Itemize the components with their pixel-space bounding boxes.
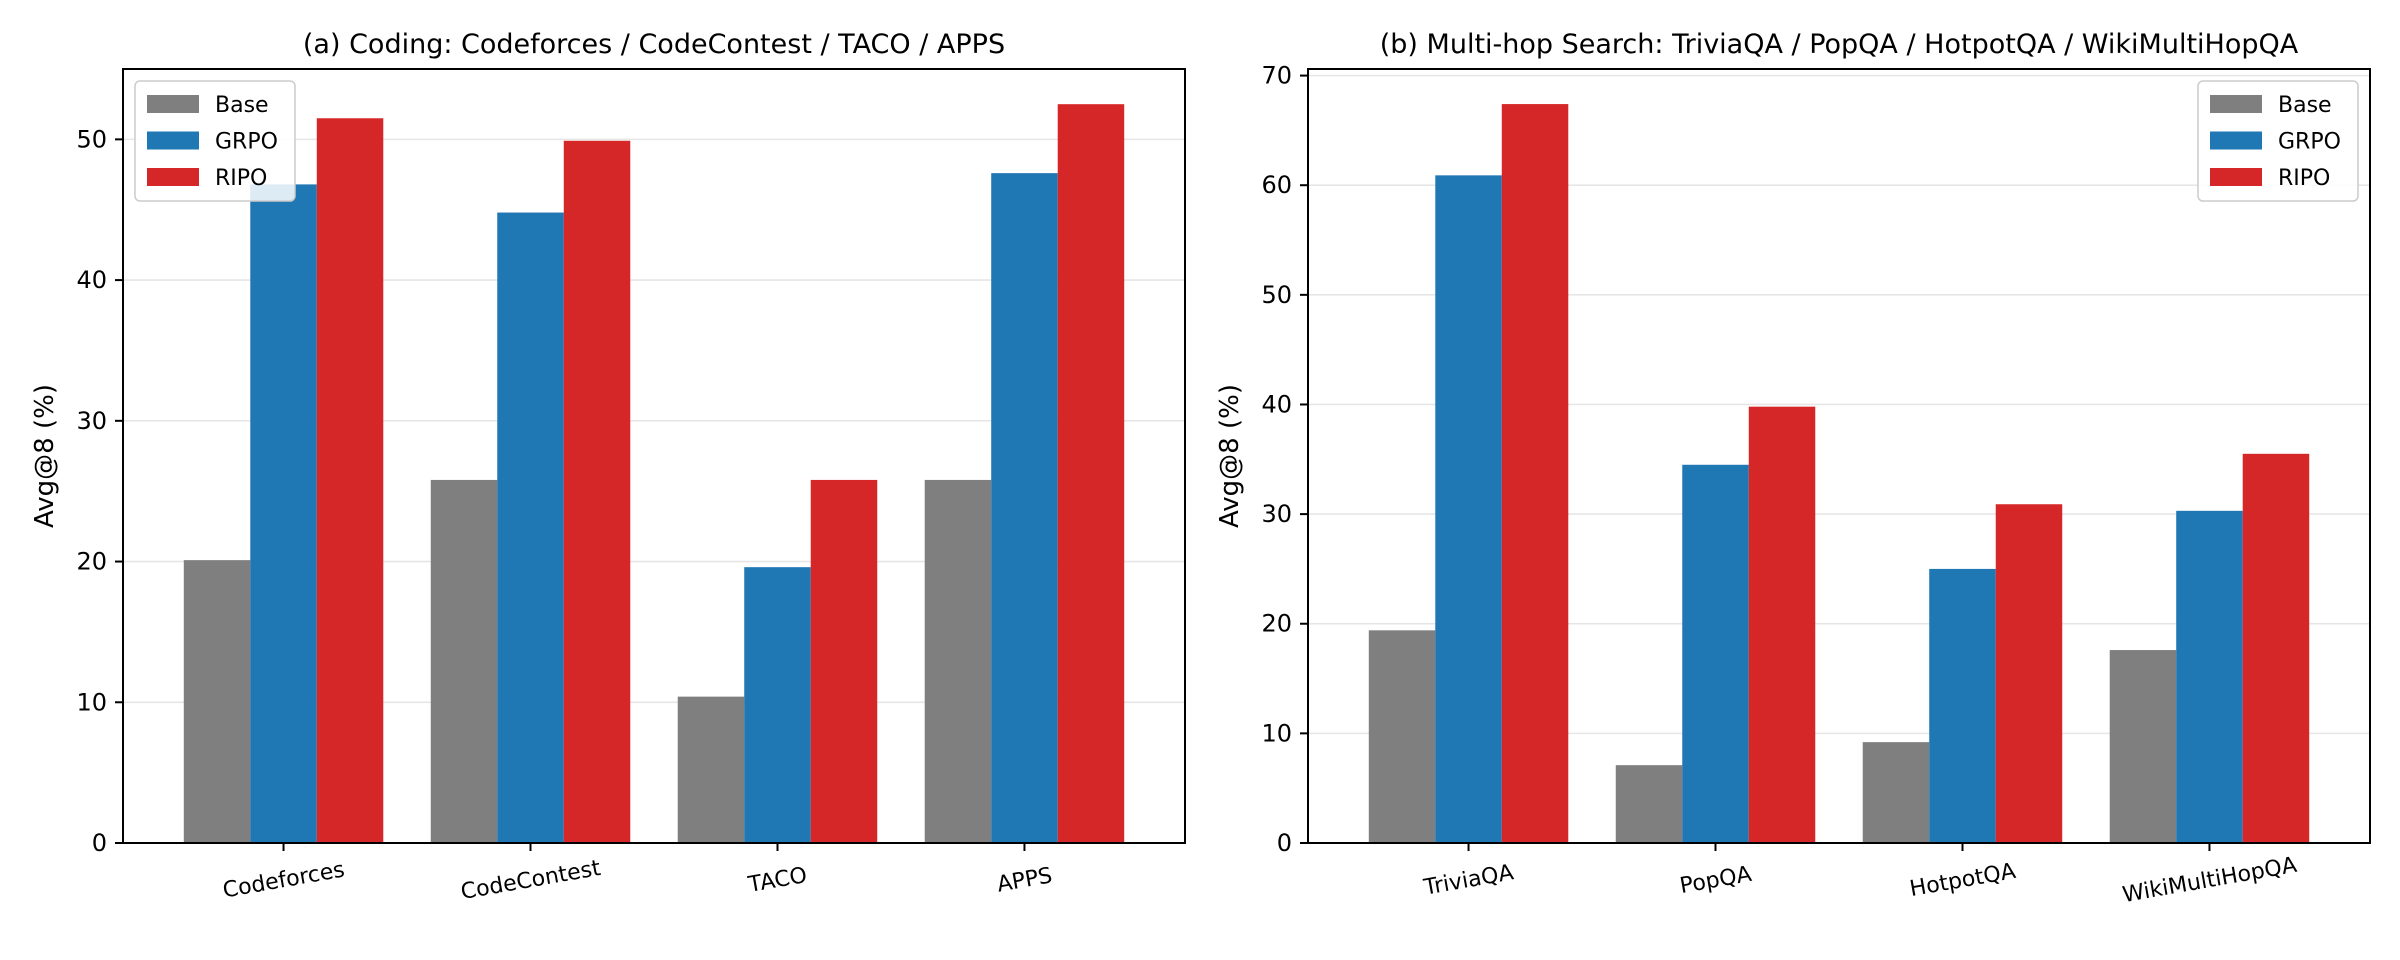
y-tick-label: 0 bbox=[1277, 829, 1292, 857]
bar-ripo-codecontest bbox=[563, 140, 631, 844]
y-tick-label: 60 bbox=[1261, 171, 1292, 199]
bar-grpo-taco bbox=[744, 567, 811, 843]
legend-label-base: Base bbox=[2278, 93, 2332, 118]
y-axis-label: Avg@8 (%) bbox=[30, 384, 60, 528]
bar-base-hotpotqa bbox=[1862, 742, 1930, 843]
bar-ripo-triviaqa bbox=[1501, 104, 1569, 843]
y-tick-label: 50 bbox=[1261, 281, 1292, 309]
x-tick-label-codeforces: Codeforces bbox=[221, 857, 347, 903]
x-tick-label-codecontest: CodeContest bbox=[459, 856, 603, 905]
legend-label-grpo: GRPO bbox=[2278, 130, 2341, 155]
y-axis-label: Avg@8 (%) bbox=[1215, 384, 1245, 528]
x-tick-label-popqa: PopQA bbox=[1678, 862, 1754, 899]
x-tick-label-hotpotqa: HotpotQA bbox=[1908, 859, 2018, 902]
x-tick-label-wikimultihopqa: WikiMultiHopQA bbox=[2121, 853, 2299, 908]
bar-grpo-triviaqa bbox=[1435, 175, 1502, 843]
y-tick-label: 30 bbox=[1261, 500, 1292, 528]
bar-base-apps bbox=[924, 479, 992, 843]
y-tick-label: 50 bbox=[76, 125, 107, 153]
legend-label-ripo: RIPO bbox=[215, 166, 267, 191]
y-tick-label: 20 bbox=[76, 548, 107, 576]
y-tick-label: 0 bbox=[92, 829, 107, 857]
chart-title: (a) Coding: Codeforces / CodeContest / T… bbox=[303, 29, 1005, 60]
legend: Base GRPO RIPO bbox=[2197, 80, 2359, 202]
legend-swatch-ripo bbox=[2210, 168, 2262, 186]
bar-base-taco bbox=[677, 696, 745, 843]
chart-panel-b: 0 10 20 30 40 50 60 70 TriviaQA PopQA HotpotQA Wiki… bbox=[1215, 29, 2371, 908]
bar-base-codeforces bbox=[183, 560, 251, 843]
chart-panel-a: 0 10 20 30 40 50 Codeforces CodeContest TACO APPS… bbox=[30, 29, 1186, 905]
y-tick-label: 70 bbox=[1261, 62, 1292, 90]
bar-base-wikimultihopqa bbox=[2109, 650, 2177, 843]
legend-swatch-base bbox=[2210, 95, 2262, 113]
bar-grpo-apps bbox=[991, 173, 1058, 843]
axes-frame bbox=[122, 68, 1186, 844]
axes-frame bbox=[1307, 68, 2371, 844]
x-tick-label-apps: APPS bbox=[995, 863, 1054, 897]
legend-swatch-grpo bbox=[147, 131, 199, 150]
bar-ripo-taco bbox=[810, 479, 878, 843]
legend-label-ripo: RIPO bbox=[2278, 166, 2330, 191]
y-tick-label: 30 bbox=[76, 407, 107, 435]
legend: Base GRPO RIPO bbox=[134, 80, 296, 202]
y-tick-label: 10 bbox=[76, 688, 107, 716]
bar-base-popqa bbox=[1615, 765, 1683, 843]
bar-grpo-codecontest bbox=[497, 212, 564, 844]
y-tick-label: 40 bbox=[76, 266, 107, 294]
bar-ripo-wikimultihopqa bbox=[2242, 453, 2310, 843]
y-tick-label: 20 bbox=[1261, 610, 1292, 638]
bar-grpo-wikimultihopqa bbox=[2176, 510, 2243, 843]
bar-ripo-popqa bbox=[1748, 406, 1816, 843]
bar-ripo-hotpotqa bbox=[1995, 504, 2063, 843]
legend-swatch-base bbox=[147, 95, 199, 113]
legend-swatch-grpo bbox=[2210, 131, 2262, 150]
y-tick-label: 10 bbox=[1261, 719, 1292, 747]
x-tick-label-triviaqa: TriviaQA bbox=[1421, 860, 1515, 900]
bar-ripo-codeforces bbox=[316, 118, 384, 844]
legend-label-base: Base bbox=[215, 93, 269, 118]
bar-grpo-codeforces bbox=[250, 184, 317, 843]
bar-grpo-popqa bbox=[1682, 464, 1749, 843]
y-tick-label: 40 bbox=[1261, 390, 1292, 418]
bar-grpo-hotpotqa bbox=[1929, 568, 1996, 843]
bar-base-codecontest bbox=[430, 479, 498, 843]
legend-swatch-ripo bbox=[147, 168, 199, 186]
bar-ripo-apps bbox=[1057, 104, 1125, 843]
legend-label-grpo: GRPO bbox=[215, 130, 278, 155]
bar-base-triviaqa bbox=[1368, 630, 1436, 843]
chart-title: (b) Multi-hop Search: TriviaQA / PopQA /… bbox=[1380, 29, 2299, 60]
x-tick-label-taco: TACO bbox=[746, 863, 810, 898]
